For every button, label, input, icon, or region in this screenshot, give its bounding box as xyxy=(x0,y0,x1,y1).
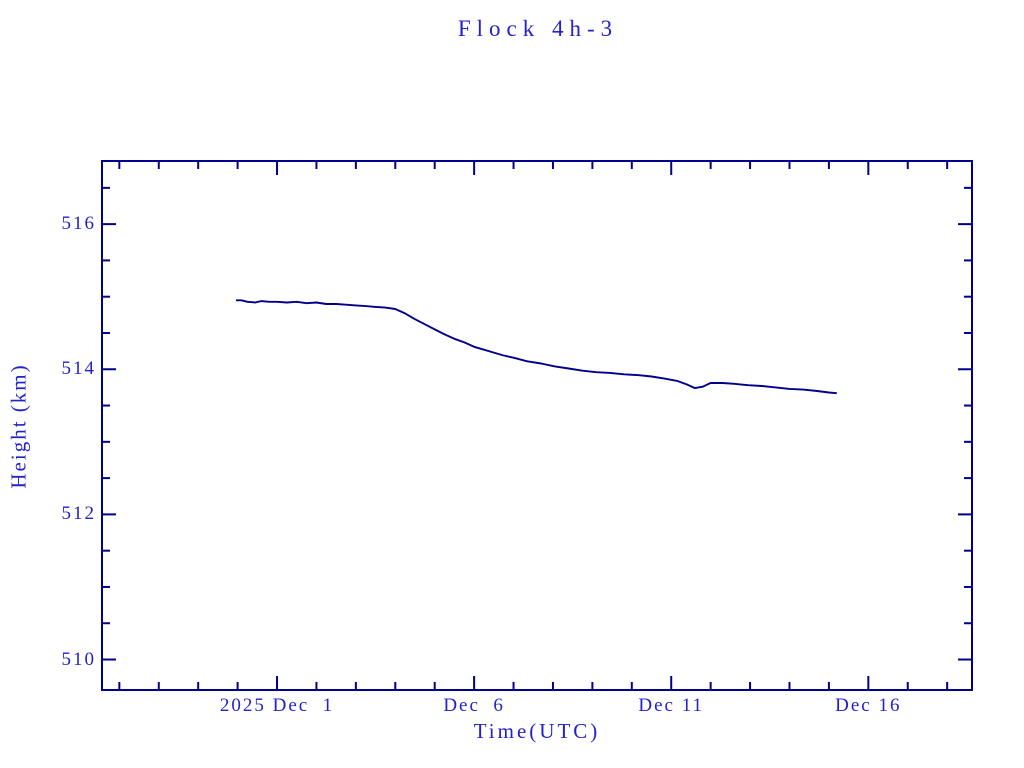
height-series-line xyxy=(236,299,837,395)
x-axis-label: Time(UTC) xyxy=(473,719,601,743)
chart-title: Flock 4h-3 xyxy=(457,16,619,41)
plot-frame xyxy=(101,160,973,691)
